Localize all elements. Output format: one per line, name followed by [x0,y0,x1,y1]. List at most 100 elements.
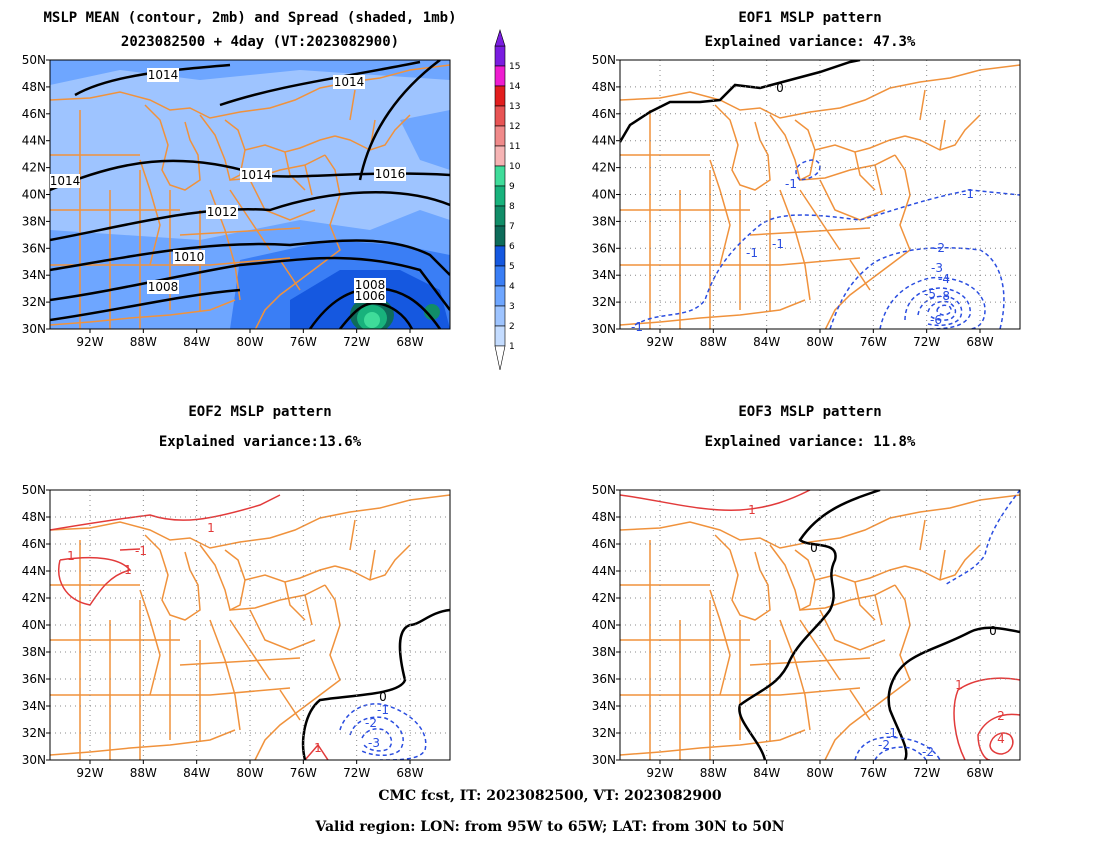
lon-tick-label: 76W [860,766,887,780]
lon-tick-label: 92W [646,335,673,349]
colorbar-top-arrow [494,28,506,47]
lon-tick-label: 76W [290,766,317,780]
colorbar-swatch [494,125,506,147]
lat-tick-label: 46N [592,537,616,551]
lat-tick-label: 44N [592,134,616,148]
eof1-label-m8: -8 [938,289,950,303]
lat-tick-label: 32N [22,726,46,740]
eof2-label-m1-a: -1 [135,544,147,558]
eof1-panel-title: EOF1 MSLP pattern [738,10,882,26]
lon-tick-label: 80W [806,766,833,780]
mean-contour-labels: 1014 1014 1014 1014 1016 1012 1010 1008 … [50,68,406,303]
colorbar-swatch [494,65,506,87]
colorbar-swatch [494,325,506,347]
eof1-panel-subtitle: Explained variance: 47.3% [704,34,916,50]
eof2-label-1-b: 1 [67,549,75,563]
mean-label-1012: 1012 [207,205,238,219]
colorbar-swatch [494,85,506,107]
eof3-panel-title: EOF3 MSLP pattern [738,404,882,420]
eof1-contour-labels: 0 -1 -1 -1 -1 -2 -3 -4 -5 -6 -8 -1 [631,81,974,334]
colorbar-swatch [494,165,506,187]
lat-tick-label: 40N [592,188,616,202]
lon-tick-label: 84W [183,335,210,349]
eof1-label-m1-d: -1 [962,187,974,201]
colorbar-level-label: 2 [509,322,515,332]
eof2-contour-labels: 1 1 -1 1 0 -1 -2 -3 1 [67,521,389,755]
colorbar-level-label: 9 [509,182,515,192]
eof3-label-m2-b: -2 [922,745,934,759]
lat-tick-label: 46N [22,537,46,551]
colorbar-swatch [494,225,506,247]
eof2-grid [50,490,450,760]
colorbar-level-label: 12 [509,122,520,132]
footer-valid-region: Valid region: LON: from 95W to 65W; LAT:… [315,819,785,835]
lon-tick-label: 76W [860,335,887,349]
lat-tick-label: 48N [592,80,616,94]
lon-tick-label: 68W [966,766,993,780]
eof1-label-m1-a: -1 [785,177,797,191]
lat-tick-label: 46N [22,107,46,121]
colorbar-level-label: 1 [509,342,515,352]
lat-tick-label: 34N [22,699,46,713]
eof3-map: 1 0 0 1 2 4 -1 -2 -2 [619,489,1021,761]
colorbar-swatch [494,205,506,227]
lon-tick-label: 92W [76,335,103,349]
lat-tick-label: 46N [592,107,616,121]
lat-tick-label: 50N [592,53,616,67]
lat-tick-label: 48N [22,80,46,94]
lon-tick-label: 88W [130,335,157,349]
eof1-label-m1-e: -1 [631,320,643,334]
mean-map: 1014 1014 1014 1014 1016 1012 1010 1008 … [49,59,451,330]
lon-tick-label: 88W [700,335,727,349]
lat-tick-label: 42N [22,591,46,605]
lon-tick-label: 72W [913,766,940,780]
lat-tick-label: 38N [592,645,616,659]
eof2-label-1-d: 1 [314,741,322,755]
axis-tick-labels: 50N 48N 46N 44N 42N 40N 38N 36N 34N 32N 30N 92W 88W 8… [22,53,994,780]
lat-tick-label: 30N [592,753,616,767]
lat-tick-label: 40N [22,188,46,202]
lat-tick-label: 40N [22,618,46,632]
lat-tick-label: 50N [22,53,46,67]
lat-tick-label: 30N [22,753,46,767]
lat-tick-label: 42N [22,161,46,175]
lon-tick-label: 84W [753,766,780,780]
colorbar-swatch [494,105,506,127]
colorbar-level-label: 15 [509,62,520,72]
lat-tick-label: 40N [592,618,616,632]
eof1-map: 0 -1 -1 -1 -1 -2 -3 -4 -5 -6 -8 -1 [619,59,1021,334]
eof3-label-1-a: 1 [748,503,756,517]
lat-tick-label: 36N [22,241,46,255]
lat-tick-label: 32N [592,726,616,740]
lon-tick-label: 72W [343,766,370,780]
lat-tick-label: 34N [592,699,616,713]
lon-tick-label: 80W [236,335,263,349]
eof1-label-m3: -3 [931,261,943,275]
colorbar-level-label: 3 [509,302,515,312]
lat-tick-label: 38N [22,214,46,228]
eof3-grid [620,490,1020,760]
mean-label-1014-b: 1014 [334,75,365,89]
eof1-label-m4: -4 [938,272,950,286]
lat-tick-label: 34N [592,268,616,282]
lat-tick-label: 36N [592,241,616,255]
mean-label-1014-a: 1014 [148,68,179,82]
eof3-label-4: 4 [997,732,1005,746]
mean-panel-title: MSLP MEAN (contour, 2mb) and Spread (sha… [43,10,457,26]
mean-panel-subtitle: 2023082500 + 4day (VT:2023082900) [120,34,400,50]
eof1-grid [620,60,1020,329]
colorbar-level-label: 6 [509,242,515,252]
eof2-panel-title: EOF2 MSLP pattern [188,404,332,420]
lon-tick-label: 92W [646,766,673,780]
mean-label-1008-a: 1008 [148,280,179,294]
colorbar-level-label: 8 [509,202,515,212]
eof3-label-2: 2 [997,709,1005,723]
lon-tick-label: 88W [130,766,157,780]
eof2-label-m2: -2 [365,716,377,730]
lat-tick-label: 32N [592,295,616,309]
lat-tick-label: 38N [592,214,616,228]
lat-tick-label: 44N [592,564,616,578]
eof1-label-m2: -2 [933,241,945,255]
mean-label-1006: 1006 [355,289,386,303]
